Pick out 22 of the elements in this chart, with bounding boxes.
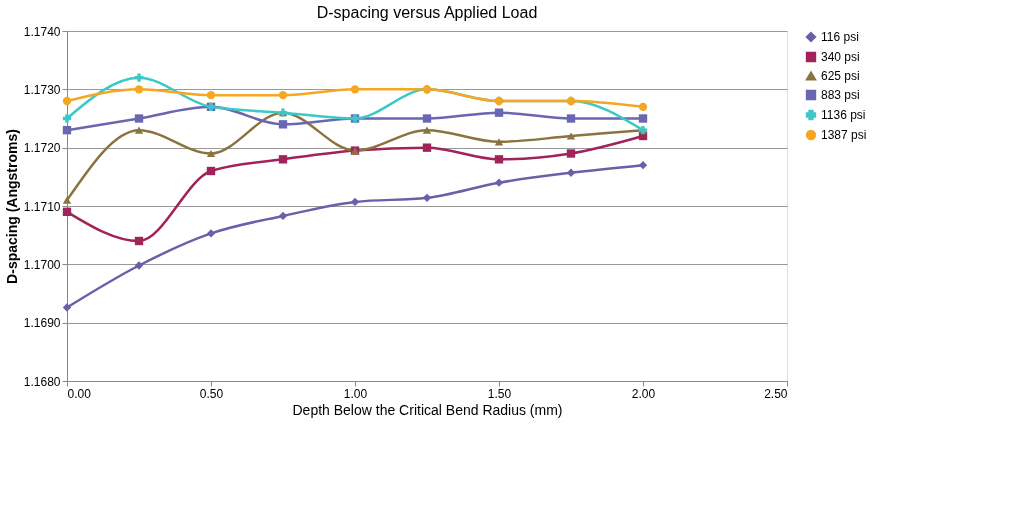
y-axis-title: D-spacing (Angstroms) bbox=[3, 129, 20, 284]
legend-label: 340 psi bbox=[821, 50, 860, 64]
chart-title: D-spacing versus Applied Load bbox=[316, 4, 538, 21]
legend-label: 1136 psi bbox=[821, 108, 866, 122]
x-axis-title: Depth Below the Critical Bend Radius (mm) bbox=[292, 401, 563, 418]
x-tick-label: 0.50 bbox=[199, 386, 224, 401]
y-tick-label: 1.1730 bbox=[23, 82, 61, 97]
x-tick-label: 2.00 bbox=[631, 386, 656, 401]
y-tick-label: 1.1690 bbox=[23, 316, 61, 331]
x-tick-label: 1.50 bbox=[487, 386, 512, 401]
legend-label: 625 psi bbox=[821, 69, 860, 83]
legend-label: 116 psi bbox=[821, 30, 859, 44]
legend-label: 1387 psi bbox=[821, 128, 867, 142]
x-tick-label: 1.00 bbox=[343, 386, 368, 401]
y-tick-label: 1.1740 bbox=[23, 24, 61, 39]
x-tick-label: 2.50 bbox=[764, 386, 788, 401]
legend-label: 883 psi bbox=[821, 88, 860, 102]
y-tick-label: 1.1710 bbox=[23, 199, 61, 214]
y-tick-label: 1.1720 bbox=[23, 141, 61, 156]
y-tick-label: 1.1680 bbox=[23, 374, 61, 389]
x-tick-label: 0.00 bbox=[67, 386, 92, 401]
y-tick-label: 1.1700 bbox=[23, 257, 61, 272]
